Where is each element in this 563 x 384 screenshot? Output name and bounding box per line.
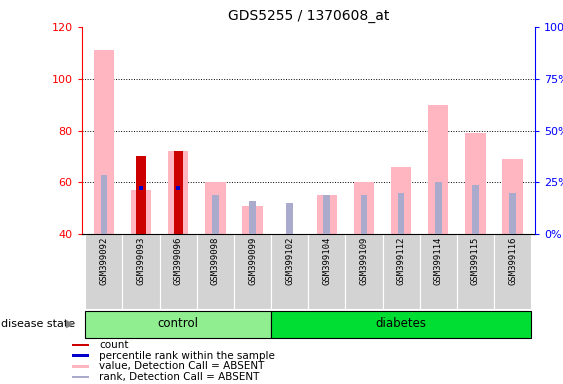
- Bar: [123, 234, 160, 309]
- Bar: [316, 195, 337, 234]
- Bar: [494, 234, 531, 309]
- Bar: [136, 157, 146, 234]
- Text: GSM399099: GSM399099: [248, 237, 257, 285]
- Bar: [73, 365, 90, 367]
- Bar: [173, 151, 183, 234]
- Bar: [139, 185, 144, 190]
- Bar: [212, 195, 218, 234]
- Bar: [138, 190, 145, 234]
- Bar: [354, 182, 374, 234]
- Bar: [435, 182, 441, 234]
- Text: ▶: ▶: [66, 319, 75, 329]
- Bar: [176, 185, 181, 190]
- Text: rank, Detection Call = ABSENT: rank, Detection Call = ABSENT: [99, 372, 260, 382]
- Bar: [160, 234, 197, 309]
- Bar: [175, 190, 181, 234]
- Bar: [86, 234, 123, 309]
- Bar: [398, 193, 404, 234]
- Bar: [382, 234, 419, 309]
- Text: GSM399093: GSM399093: [137, 237, 146, 285]
- Text: GSM399114: GSM399114: [434, 237, 443, 285]
- Bar: [391, 167, 412, 234]
- Bar: [345, 234, 382, 309]
- Bar: [73, 354, 90, 357]
- Bar: [287, 203, 293, 234]
- Bar: [361, 195, 367, 234]
- Bar: [73, 344, 90, 346]
- Bar: [73, 376, 90, 378]
- Text: GSM399115: GSM399115: [471, 237, 480, 285]
- Bar: [428, 104, 449, 234]
- Bar: [324, 195, 330, 234]
- Bar: [419, 234, 457, 309]
- Bar: [457, 234, 494, 309]
- Bar: [93, 50, 114, 234]
- Text: GSM399116: GSM399116: [508, 237, 517, 285]
- Text: control: control: [158, 317, 199, 330]
- Bar: [234, 234, 271, 309]
- Bar: [271, 234, 309, 309]
- Text: diabetes: diabetes: [376, 317, 427, 330]
- Text: GSM399104: GSM399104: [322, 237, 331, 285]
- Bar: [131, 190, 151, 234]
- Text: GSM399092: GSM399092: [100, 237, 109, 285]
- Bar: [242, 206, 263, 234]
- Text: GSM399096: GSM399096: [174, 237, 183, 285]
- Bar: [465, 133, 486, 234]
- Bar: [309, 234, 345, 309]
- Text: GSM399109: GSM399109: [359, 237, 368, 285]
- Text: value, Detection Call = ABSENT: value, Detection Call = ABSENT: [99, 361, 265, 371]
- Text: GSM399112: GSM399112: [396, 237, 405, 285]
- Bar: [205, 182, 226, 234]
- Text: disease state: disease state: [1, 319, 75, 329]
- Title: GDS5255 / 1370608_at: GDS5255 / 1370608_at: [227, 9, 389, 23]
- Bar: [271, 311, 531, 338]
- Bar: [502, 159, 523, 234]
- Text: count: count: [99, 340, 128, 350]
- Bar: [168, 151, 189, 234]
- Bar: [472, 185, 479, 234]
- Text: percentile rank within the sample: percentile rank within the sample: [99, 351, 275, 361]
- Bar: [86, 311, 271, 338]
- Text: GSM399102: GSM399102: [285, 237, 294, 285]
- Bar: [509, 193, 516, 234]
- Bar: [197, 234, 234, 309]
- Bar: [101, 175, 108, 234]
- Text: GSM399098: GSM399098: [211, 237, 220, 285]
- Bar: [249, 200, 256, 234]
